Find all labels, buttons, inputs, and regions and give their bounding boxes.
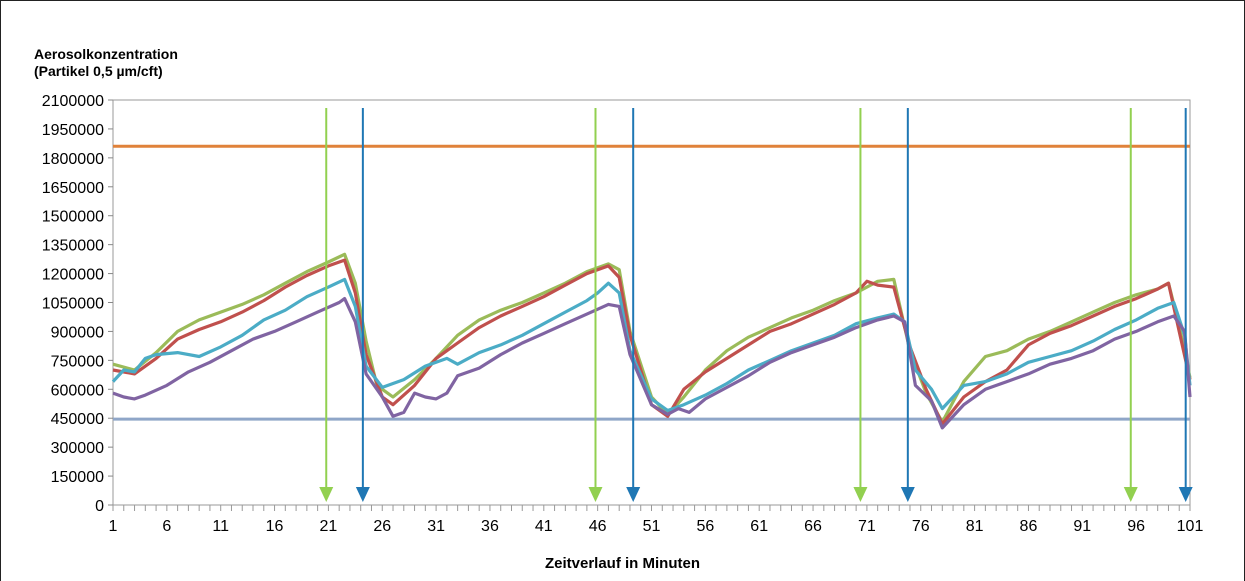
x-tick-label: 91 — [1073, 518, 1091, 535]
plot-area — [112, 99, 1191, 506]
x-tick-label: 36 — [481, 518, 499, 535]
x-tick-label: 71 — [858, 518, 876, 535]
y-tick-label: 900000 — [51, 324, 104, 341]
y-tick-label: 1800000 — [42, 151, 104, 168]
y-axis-title: Aerosolkonzentration (Partikel 0,5 µm/cft… — [34, 46, 178, 80]
x-tick-label: 11 — [212, 518, 229, 535]
arrow-head-6 — [1123, 487, 1138, 502]
x-tick-label: 96 — [1127, 518, 1145, 535]
series-line-3 — [112, 297, 1192, 430]
arrow-head-4 — [853, 487, 868, 502]
y-tick-label: 300000 — [51, 440, 104, 457]
y-tick-label: 1500000 — [42, 209, 104, 226]
x-tick-label: 26 — [373, 518, 391, 535]
x-tick-label: 46 — [589, 518, 607, 535]
x-tick-label: 1 — [109, 518, 118, 535]
x-tick-label: 76 — [912, 518, 930, 535]
arrow-head-5 — [900, 487, 915, 502]
x-tick-label: 21 — [320, 518, 338, 535]
y-axis-title-line1: Aerosolkonzentration — [34, 46, 178, 62]
y-tick-label: 150000 — [51, 469, 104, 486]
x-tick-label: 56 — [696, 518, 714, 535]
y-axis-title-line2: (Partikel 0,5 µm/cft) — [34, 63, 163, 79]
x-tick-label: 101 — [1177, 518, 1204, 535]
x-tick-label: 66 — [804, 518, 822, 535]
y-tick-label: 1950000 — [42, 122, 104, 139]
y-tick-label: 0 — [95, 498, 104, 515]
x-tick-label: 31 — [427, 518, 445, 535]
x-tick-label: 41 — [535, 518, 553, 535]
x-tick-label: 6 — [162, 518, 171, 535]
x-tick-label: 86 — [1020, 518, 1038, 535]
y-tick-label: 1200000 — [42, 267, 104, 284]
y-tick-label: 2100000 — [42, 93, 104, 110]
x-tick-label: 51 — [643, 518, 661, 535]
x-tick-label: 81 — [966, 518, 984, 535]
arrow-head-0 — [319, 487, 334, 502]
x-axis-title: Zeitverlauf in Minuten — [544, 555, 700, 572]
arrow-head-7 — [1178, 487, 1193, 502]
y-tick-label: 1050000 — [42, 296, 104, 313]
arrow-head-3 — [626, 487, 641, 502]
y-tick-label: 750000 — [51, 353, 104, 370]
y-tick-label: 600000 — [51, 382, 104, 399]
arrow-head-1 — [355, 487, 370, 502]
y-tick-label: 450000 — [51, 411, 104, 428]
arrow-head-2 — [588, 487, 603, 502]
y-tick-label: 1650000 — [42, 180, 104, 197]
x-tick-label: 16 — [266, 518, 284, 535]
y-tick-label: 1350000 — [42, 238, 104, 255]
x-tick-label: 61 — [750, 518, 768, 535]
